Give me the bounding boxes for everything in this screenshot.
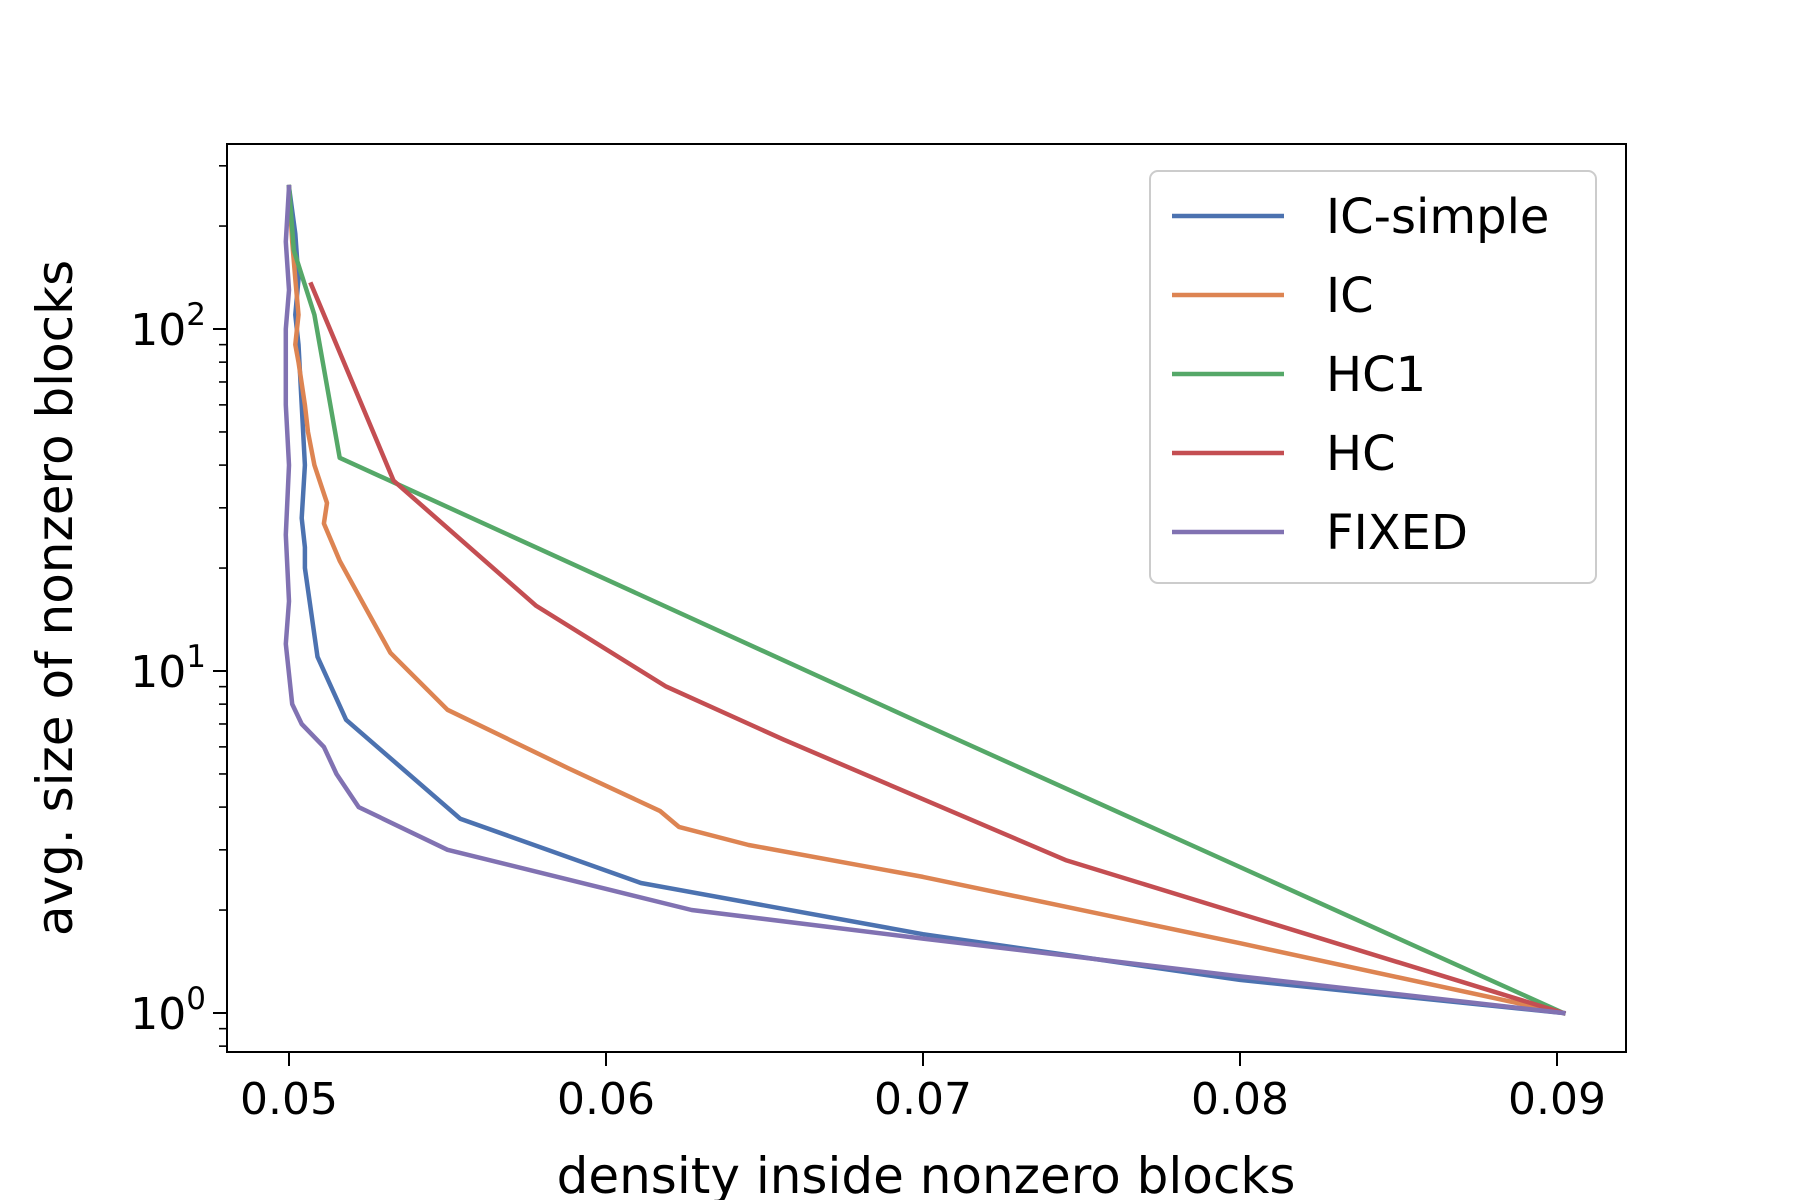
x-tick-label: 0.09	[1508, 1074, 1606, 1125]
legend-label: HC1	[1326, 347, 1426, 403]
legend-label: FIXED	[1326, 505, 1468, 561]
series-line-fixed	[283, 184, 1566, 1016]
x-tick-label: 0.06	[557, 1074, 655, 1125]
legend: IC-simple IC HC1 HC FIXED	[1149, 170, 1597, 584]
x-tick-label: 0.05	[240, 1074, 338, 1125]
plot-frame	[226, 143, 1627, 1053]
y-tick-label: 102	[130, 297, 206, 356]
x-tick-label: 0.08	[1191, 1074, 1289, 1125]
y-tick-label: 101	[130, 639, 206, 698]
y-tick-label: 100	[130, 981, 206, 1040]
legend-entries: IC-simple IC HC1 HC FIXED	[1172, 189, 1549, 561]
y-axis: 100 101 102	[130, 165, 227, 1047]
legend-box	[1149, 170, 1597, 584]
x-axis: 0.05 0.06 0.07 0.08 0.09	[240, 1052, 1606, 1125]
plot-lines	[283, 184, 1567, 1016]
legend-label: HC	[1326, 426, 1396, 482]
y-axis-label: avg. size of nonzero blocks	[26, 260, 84, 936]
x-tick-label: 0.07	[874, 1074, 972, 1125]
series-line-hc	[308, 281, 1567, 1016]
series-line-ic	[286, 184, 1566, 1016]
legend-label: IC	[1326, 268, 1374, 324]
x-axis-label: density inside nonzero blocks	[557, 1147, 1296, 1200]
series-line-hc1	[286, 184, 1567, 1016]
legend-label: IC-simple	[1326, 189, 1549, 245]
